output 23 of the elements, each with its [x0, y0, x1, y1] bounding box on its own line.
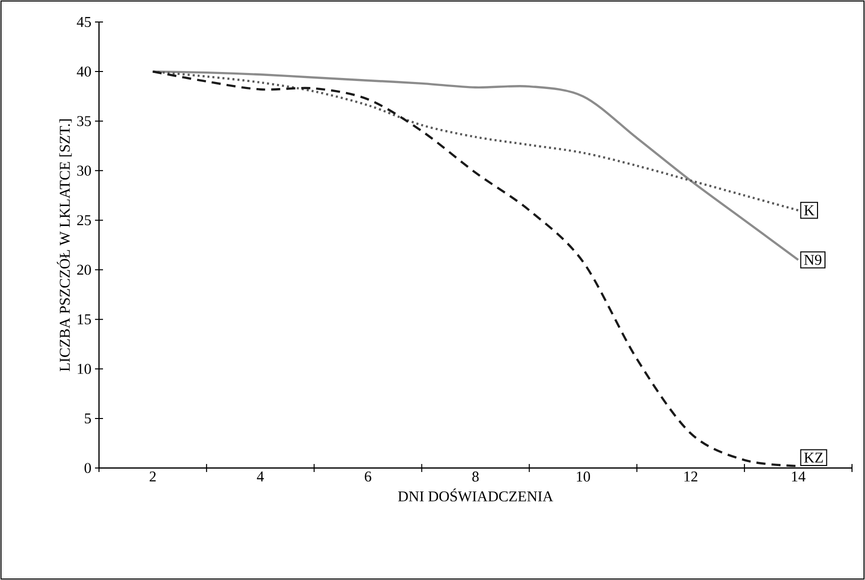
x-tick-label: 2 [150, 472, 156, 482]
y-tick-label: 15 [78, 314, 91, 324]
y-tick-label: 0 [84, 462, 91, 474]
y-tick-label: 35 [77, 116, 91, 126]
series-label: K [804, 205, 814, 216]
x-tick-label: 4 [256, 472, 264, 482]
y-tick-label: 40 [76, 66, 91, 77]
x-axis-title: DNI DOŚWIADCZENIA [398, 488, 554, 502]
y-tick-label: 30 [77, 166, 91, 176]
series-label: KZ [804, 452, 823, 463]
y-tick-label: 25 [77, 215, 91, 226]
y-tick-label: 20 [77, 264, 91, 275]
y-tick-label: 45 [76, 17, 91, 27]
x-tick-label: 10 [576, 472, 590, 482]
x-tick-label: 12 [684, 472, 698, 482]
x-tick-label: 6 [364, 472, 372, 482]
x-tick-label: 14 [792, 472, 806, 482]
series-label: N9 [804, 254, 822, 265]
y-axis-title: LICZBA PSZCZÓŁ W LKLATCE [SZT.] [56, 119, 72, 372]
y-tick-label: 10 [78, 364, 91, 374]
line-series [152, 70, 800, 212]
y-tick-label: 5 [84, 413, 91, 424]
x-tick-label: 8 [472, 472, 479, 482]
